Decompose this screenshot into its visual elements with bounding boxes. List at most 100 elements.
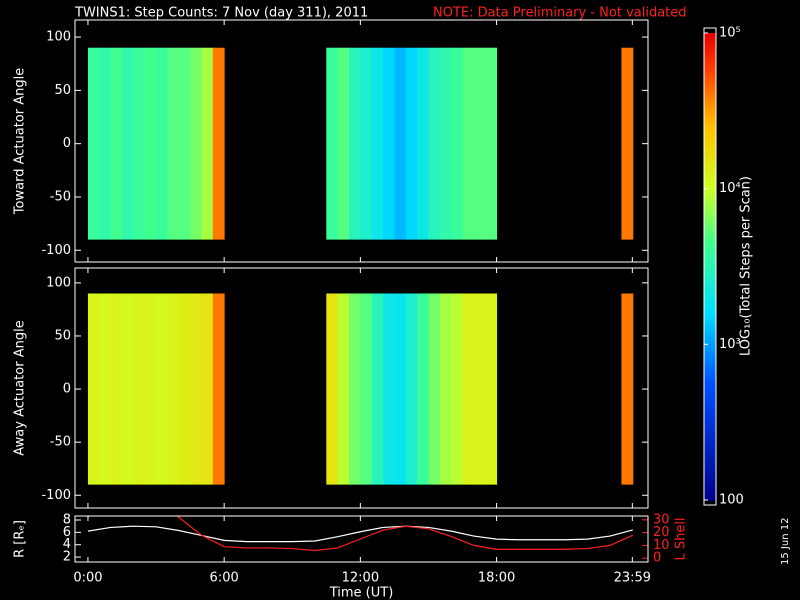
heat-cell <box>167 293 180 485</box>
heat-cell <box>428 47 441 240</box>
heat-cell <box>337 47 350 240</box>
colorbar-cell <box>704 134 716 139</box>
x-tick-label: 23:59 <box>614 571 651 586</box>
colorbar-cell <box>704 418 716 423</box>
colorbar-frame <box>703 27 717 506</box>
heat-cell <box>417 47 429 240</box>
heat-cell <box>451 47 464 240</box>
colorbar-cell <box>704 274 716 279</box>
colorbar-cell <box>704 60 716 65</box>
colorbar-cell <box>704 231 716 236</box>
colorbar-cell <box>704 433 716 439</box>
colorbar-cell <box>704 464 716 470</box>
heat-cell <box>349 293 361 485</box>
y-tick-label: -50 <box>50 435 71 450</box>
heat-cell <box>394 293 407 485</box>
colorbar-cell <box>704 309 716 314</box>
x-tick-label: 6:00 <box>210 571 239 586</box>
colorbar-cell <box>704 270 716 275</box>
colorbar-cell <box>704 208 716 213</box>
colorbar-cell <box>704 64 716 69</box>
date-stamp: 15 Jun 12 <box>780 518 791 565</box>
colorbar-cell <box>704 52 716 57</box>
colorbar-cell <box>704 453 716 458</box>
colorbar-cell <box>704 301 716 307</box>
colorbar-cell <box>704 48 716 54</box>
colorbar-cell <box>704 437 716 443</box>
colorbar-cell <box>704 122 716 127</box>
heat-cell <box>110 293 123 485</box>
colorbar-tick-label: 10⁵ <box>719 26 741 41</box>
colorbar-cell <box>704 200 716 205</box>
line <box>87 525 633 543</box>
panel-frame <box>74 515 649 563</box>
y-tick-label: 0 <box>63 136 71 151</box>
y-tick-label: 6 <box>63 525 71 540</box>
colorbar-cell <box>704 383 716 388</box>
heat-cell <box>144 293 157 485</box>
y-tick-label: -100 <box>41 243 71 258</box>
colorbar-cell <box>704 367 716 373</box>
heat-cell <box>178 293 191 485</box>
colorbar-cell <box>704 247 716 252</box>
colorbar-cell <box>704 169 716 174</box>
colorbar-cell <box>704 472 716 478</box>
heat-cell <box>383 47 395 240</box>
colorbar-cell <box>704 289 716 295</box>
heat-cell <box>428 293 441 485</box>
colorbar-tick-label: 10³ <box>719 337 741 352</box>
heat-cell <box>337 293 350 485</box>
colorbar-cell <box>704 285 716 291</box>
y2-tick-label: 30 <box>653 512 670 527</box>
colorbar-cell <box>704 394 716 400</box>
heat-cell <box>473 293 486 485</box>
heat-cell <box>394 47 407 240</box>
x-tick-label: 18:00 <box>478 571 515 586</box>
colorbar-cell <box>704 157 716 163</box>
colorbar-cell <box>704 118 716 124</box>
colorbar-cell <box>704 375 716 380</box>
colorbar-cell <box>704 243 716 248</box>
heat-cell <box>190 293 202 485</box>
colorbar-cell <box>704 297 716 303</box>
heat-cell <box>621 47 634 240</box>
y-tick-label: -50 <box>50 189 71 204</box>
colorbar-cell <box>704 75 716 81</box>
colorbar-cell <box>704 476 716 482</box>
heat-cell <box>133 47 146 240</box>
colorbar-cell <box>704 126 716 131</box>
colorbar-cell <box>704 313 716 318</box>
colorbar-tick-label: 100 <box>719 493 744 508</box>
heat-cell <box>201 47 214 240</box>
heat-cell <box>87 293 100 485</box>
panel-frame <box>74 19 649 263</box>
heat-cell <box>405 47 418 240</box>
colorbar-cell <box>704 138 716 143</box>
colorbar-cell <box>704 227 716 233</box>
colorbar-cell <box>704 317 716 322</box>
colorbar-cell <box>704 153 716 159</box>
colorbar-cell <box>704 83 716 89</box>
heat-cell <box>212 47 225 240</box>
colorbar-cell <box>704 363 716 369</box>
heat-cell <box>439 47 452 240</box>
colorbar-cell <box>704 212 716 217</box>
heat-cell <box>360 293 373 485</box>
x-tick-label: 0:00 <box>73 571 102 586</box>
y-axis-label: R [Rₑ] <box>13 520 28 558</box>
colorbar-cell <box>704 352 716 357</box>
colorbar-cell <box>704 180 716 186</box>
heat-cell <box>144 47 157 240</box>
colorbar-cell <box>704 422 716 427</box>
colorbar-cell <box>704 492 716 497</box>
x-tick-label: 12:00 <box>342 571 379 586</box>
colorbar-cell <box>704 36 716 42</box>
heat-cell <box>201 293 214 485</box>
colorbar-cell <box>704 332 716 338</box>
colorbar-cell <box>704 344 716 349</box>
colorbar-cell <box>704 204 716 209</box>
heat-cell <box>405 293 418 485</box>
y-tick-label: 4 <box>63 537 71 552</box>
colorbar-cell <box>704 79 716 85</box>
heat-cell <box>212 293 225 485</box>
